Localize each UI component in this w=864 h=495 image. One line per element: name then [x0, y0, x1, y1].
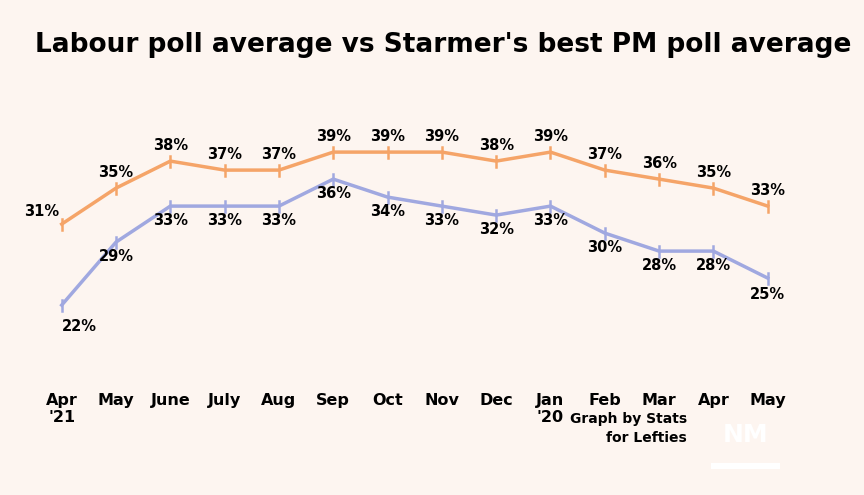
- Text: NM: NM: [722, 423, 768, 447]
- Text: 36%: 36%: [642, 156, 677, 171]
- Text: 36%: 36%: [315, 186, 351, 201]
- Text: 38%: 38%: [479, 138, 514, 153]
- Text: 28%: 28%: [642, 258, 677, 273]
- Text: 39%: 39%: [424, 129, 460, 144]
- Text: 33%: 33%: [153, 213, 187, 228]
- Text: 39%: 39%: [533, 129, 568, 144]
- Text: 37%: 37%: [207, 147, 242, 162]
- Text: Labour poll average vs Starmer's best PM poll average: Labour poll average vs Starmer's best PM…: [35, 32, 851, 58]
- Text: 35%: 35%: [696, 165, 731, 180]
- Text: Graph by Stats
for Lefties: Graph by Stats for Lefties: [569, 412, 687, 446]
- Text: 39%: 39%: [315, 129, 351, 144]
- Text: 25%: 25%: [750, 287, 785, 302]
- Text: 33%: 33%: [750, 183, 785, 198]
- Bar: [711, 463, 779, 469]
- Text: 39%: 39%: [370, 129, 405, 144]
- Text: 37%: 37%: [588, 147, 622, 162]
- Text: 34%: 34%: [370, 204, 405, 219]
- Text: 35%: 35%: [98, 165, 134, 180]
- Text: 37%: 37%: [262, 147, 296, 162]
- Text: 29%: 29%: [98, 249, 134, 264]
- Text: 33%: 33%: [207, 213, 242, 228]
- Text: 28%: 28%: [696, 258, 731, 273]
- Text: 38%: 38%: [153, 138, 187, 153]
- Text: 33%: 33%: [262, 213, 296, 228]
- Text: 32%: 32%: [479, 222, 514, 237]
- Text: 22%: 22%: [61, 319, 97, 334]
- Text: 33%: 33%: [424, 213, 460, 228]
- Text: 33%: 33%: [533, 213, 568, 228]
- Text: 31%: 31%: [24, 204, 59, 219]
- Text: 30%: 30%: [588, 240, 622, 255]
